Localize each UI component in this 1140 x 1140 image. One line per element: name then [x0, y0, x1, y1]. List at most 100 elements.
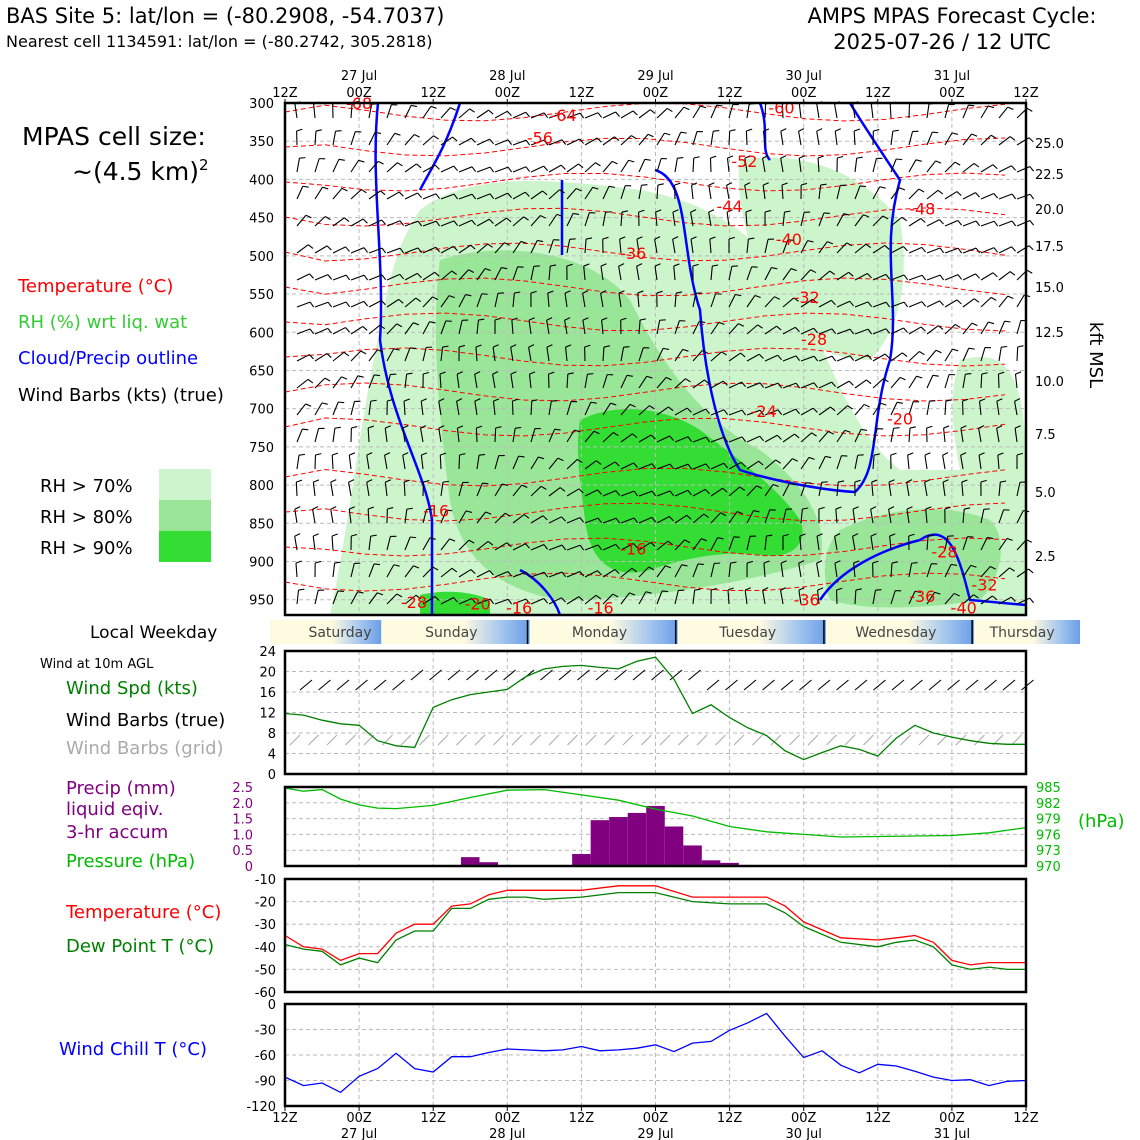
- wind-barb: [458, 454, 461, 470]
- wind-barb: [654, 239, 658, 254]
- wind-barb-flag: [997, 452, 1004, 456]
- wind-barb: [458, 294, 466, 308]
- wind-barb: [476, 570, 490, 578]
- wind-barb-flag: [668, 516, 674, 522]
- wind-barb-flag: [515, 426, 522, 429]
- wind-barb-flag: [860, 428, 868, 431]
- wind-barb: [656, 406, 669, 416]
- wind-barb-flag: [597, 570, 602, 576]
- wind-barb: [368, 161, 379, 173]
- wind-barb: [710, 380, 724, 389]
- wind-barb: [296, 301, 311, 308]
- wind-barb-true: [503, 669, 516, 681]
- wind-barb: [476, 293, 483, 308]
- pressure-tick-label: 985: [1036, 781, 1061, 796]
- wind-barb: [440, 295, 450, 308]
- wind-barb-flag: [740, 352, 746, 358]
- wind-barb-flag: [620, 317, 627, 321]
- wind-barb-flag: [823, 212, 830, 214]
- wind-barb-flag: [666, 107, 673, 113]
- wind-barb: [476, 138, 490, 146]
- wind-barb-flag: [816, 560, 823, 564]
- wind-barb-flag: [687, 489, 693, 496]
- wind-barb-flag: [726, 209, 733, 213]
- wind-barb: [1016, 510, 1024, 524]
- wind-barb: [314, 245, 328, 254]
- wind-barb: [548, 516, 562, 524]
- wind-barb-flag: [327, 274, 333, 280]
- wind-barb-flag: [1016, 452, 1023, 456]
- wind-barb-flag: [654, 236, 661, 240]
- wind-barb: [295, 562, 298, 578]
- wind-barb-flag: [973, 594, 979, 599]
- wind-barb-flag: [729, 129, 736, 132]
- wind-barb-flag: [988, 321, 995, 325]
- wind-barb-flag: [784, 210, 791, 213]
- wind-barb: [294, 104, 298, 119]
- wind-barb: [366, 455, 370, 470]
- temperature-contour-label: -28: [401, 593, 427, 612]
- wind-barb: [654, 266, 658, 281]
- wind-barb-grid: [548, 734, 560, 746]
- wind-barb-flag: [921, 247, 927, 253]
- wind-barb-flag: [525, 166, 531, 172]
- wind-barb-grid: [752, 734, 763, 746]
- wind-barb: [836, 355, 851, 362]
- wind-barb: [690, 185, 694, 200]
- wind-barb: [512, 266, 519, 281]
- wind-barb: [836, 455, 842, 470]
- wind-barb: [350, 401, 355, 416]
- wind-barb-flag: [662, 590, 669, 593]
- wind-barb: [781, 103, 784, 119]
- bottom-time-tick: 00Z: [791, 1111, 817, 1126]
- wind-barb: [350, 159, 360, 173]
- wind-barb: [962, 192, 976, 200]
- wind-barb-flag: [633, 517, 639, 524]
- wind-barb: [746, 409, 761, 416]
- wind-barb-flag: [315, 129, 322, 132]
- wind-barb: [296, 403, 307, 416]
- wind-barb: [926, 274, 941, 281]
- wind-barb: [474, 401, 478, 416]
- wind-barb-flag: [309, 328, 315, 335]
- wind-barb: [475, 346, 478, 362]
- wind-barb-flag: [373, 563, 381, 566]
- wind-barb-grid: [456, 734, 467, 746]
- wind-barb-flag: [926, 425, 933, 429]
- top-date-tick: 27 Jul: [341, 69, 377, 84]
- wind-barb: [420, 455, 424, 470]
- wind-barb: [854, 379, 867, 389]
- wind-barb: [944, 348, 953, 362]
- wind-barb-flag: [564, 317, 571, 321]
- wind-barb-flag: [798, 155, 805, 159]
- wind-barb-flag: [865, 243, 872, 249]
- wind-barb: [764, 239, 769, 254]
- wind-barb: [548, 457, 559, 470]
- wind-barb-flag: [489, 193, 495, 199]
- wind-barb: [1014, 401, 1018, 416]
- wind-barb: [332, 217, 345, 227]
- wind-barb: [818, 431, 829, 443]
- wind-barb-flag: [975, 247, 981, 254]
- wind-barb-flag: [1014, 425, 1021, 429]
- wind-barb-grid: [493, 734, 504, 746]
- wind-barb-flag: [992, 272, 998, 278]
- kft-tick-label: 22.5: [1035, 168, 1064, 183]
- wind-barb-flag: [828, 431, 834, 435]
- wind-barb: [440, 107, 451, 119]
- wind-barb: [889, 536, 892, 551]
- wind-barb-flag: [362, 218, 368, 224]
- wind-barb-flag: [608, 185, 615, 188]
- wind-barb: [602, 432, 614, 443]
- wind-barb-flag: [543, 139, 549, 146]
- wind-barb-flag: [440, 452, 447, 456]
- wind-barb-true: [410, 669, 424, 681]
- wind-barb: [331, 454, 334, 470]
- wind-barb-flag: [525, 111, 531, 118]
- wind-barb: [782, 382, 797, 389]
- cell-subtitle: Nearest cell 1134591: lat/lon = (-80.274…: [6, 32, 433, 51]
- wind-barb-flag: [957, 247, 963, 254]
- wind-barb: [656, 590, 663, 605]
- wind-barb-flag: [470, 137, 476, 143]
- wind-barb-flag: [687, 463, 693, 470]
